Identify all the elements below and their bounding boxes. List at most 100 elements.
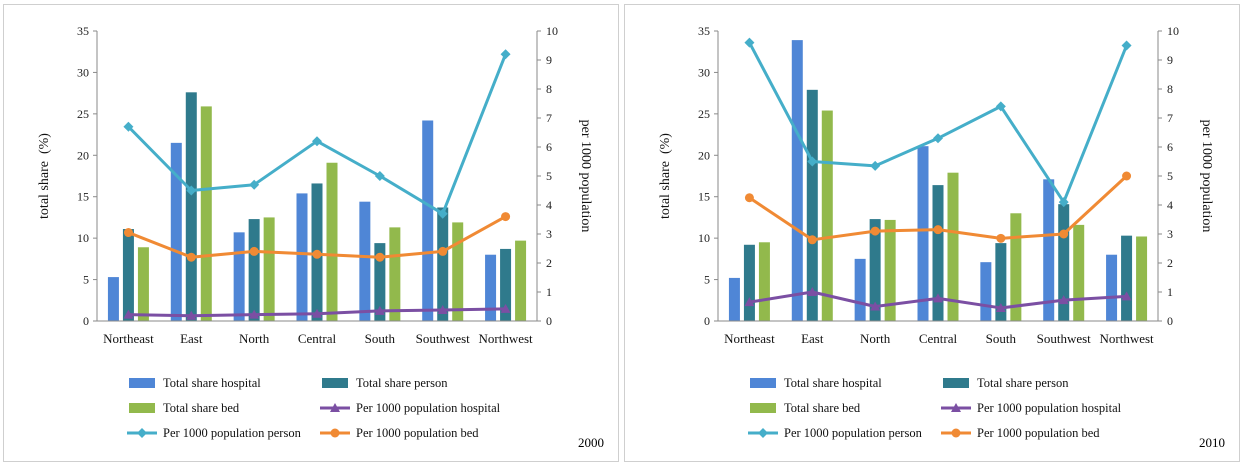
y-tick-label: 35 xyxy=(77,24,89,38)
y-tick-label: 5 xyxy=(704,273,710,287)
legend-label: Total share person xyxy=(977,376,1069,390)
series-point xyxy=(870,160,881,171)
series-point xyxy=(123,309,134,319)
bar xyxy=(980,262,992,321)
y2-tick-label: 5 xyxy=(1167,169,1173,183)
bar xyxy=(869,219,881,321)
x-tick-label: Southwest xyxy=(416,331,471,346)
legend: Total share hospital Total share person To… xyxy=(748,376,1122,440)
y2-tick-label: 8 xyxy=(1167,82,1173,96)
y-tick-label: 25 xyxy=(77,107,89,121)
bar xyxy=(806,89,818,321)
bar xyxy=(248,219,260,321)
series-line xyxy=(748,41,1128,204)
y2-axis-label: per 1000 population xyxy=(578,120,593,233)
bar xyxy=(1136,236,1148,321)
bar xyxy=(422,120,434,321)
legend-label: Total share person xyxy=(356,376,448,390)
y2-tick-label: 8 xyxy=(546,82,552,96)
legend-label: Total share bed xyxy=(784,401,861,415)
x-tick-label: Southwest xyxy=(1037,331,1092,346)
bar xyxy=(185,92,197,321)
bar xyxy=(932,185,944,321)
y2-tick-label: 9 xyxy=(546,53,552,67)
legend-swatch xyxy=(750,403,776,413)
y-tick-label: 15 xyxy=(698,190,710,204)
series-point xyxy=(123,121,134,132)
x-tick-label: Northwest xyxy=(478,331,533,346)
y2-tick-label: 7 xyxy=(546,111,552,125)
bar xyxy=(263,217,275,321)
y-tick-label: 20 xyxy=(698,148,710,162)
bar xyxy=(200,106,212,322)
y2-tick-label: 2 xyxy=(546,256,552,270)
series-point xyxy=(1058,295,1069,305)
bar xyxy=(437,207,449,321)
bar xyxy=(728,277,740,321)
y-tick-label: 0 xyxy=(704,314,710,328)
bar xyxy=(758,242,770,321)
chart-svg-2000: 0 5 10 15 20 25 30 35 0 1 2 3 4 5 6 7 8 9 10 Northeast East N… xyxy=(37,24,604,450)
x-tick-label: South xyxy=(986,331,1017,346)
y-tick-label: 10 xyxy=(77,231,89,245)
bar xyxy=(1058,204,1070,321)
bar xyxy=(1073,224,1085,321)
legend-swatch xyxy=(750,378,776,388)
chart-svg-2010: 0 5 10 15 20 25 30 35 0 1 2 3 4 5 6 7 8 9 10 Northeast East N… xyxy=(658,24,1225,450)
series-point xyxy=(1122,171,1132,181)
y2-tick-label: 6 xyxy=(1167,140,1173,154)
x-tick-label: North xyxy=(239,331,270,346)
series-point xyxy=(744,297,755,307)
series-point xyxy=(1121,40,1132,51)
series-point xyxy=(312,308,322,318)
series-point xyxy=(249,309,260,319)
series-point xyxy=(870,301,881,311)
y2-tick-label: 4 xyxy=(546,198,552,212)
bar xyxy=(389,227,401,321)
chart-panel-2010: 0 5 10 15 20 25 30 35 0 1 2 3 4 5 6 7 8 9 10 Northeast East N… xyxy=(624,4,1240,462)
y-axis-label: total share (%) xyxy=(658,133,673,219)
series-point xyxy=(437,208,448,219)
y-tick-label: 35 xyxy=(698,24,710,38)
series-point xyxy=(933,293,943,303)
series-point xyxy=(375,252,385,262)
chart-panel-2000: 0 5 10 15 20 25 30 35 0 1 2 3 4 5 6 7 8 9 10 Northeast East N… xyxy=(3,4,619,462)
y-tick-label: 10 xyxy=(698,231,710,245)
legend-label: Per 1000 population hospital xyxy=(356,401,501,415)
series-point xyxy=(186,252,196,262)
y2-tick-label: 4 xyxy=(1167,198,1173,212)
bar xyxy=(359,201,371,321)
x-tick-label: Central xyxy=(298,331,337,346)
y2-tick-label: 9 xyxy=(1167,53,1173,67)
legend-label: Per 1000 population person xyxy=(784,426,923,440)
series-point xyxy=(312,136,322,147)
series-point xyxy=(1059,229,1069,239)
x-tick-label: East xyxy=(801,331,824,346)
legend-marker xyxy=(758,428,768,438)
series-point xyxy=(312,249,322,259)
legend-swatch xyxy=(129,378,155,388)
legend-marker xyxy=(951,403,961,412)
legend-swatch xyxy=(322,378,348,388)
bar xyxy=(884,219,896,321)
legend-marker xyxy=(137,428,147,438)
series-point xyxy=(996,233,1006,243)
series-point xyxy=(744,37,755,48)
series-point xyxy=(807,235,817,245)
legend-swatch xyxy=(943,378,969,388)
bar xyxy=(296,193,308,321)
series-point xyxy=(500,303,511,313)
y2-tick-label: 6 xyxy=(546,140,552,154)
x-tick-label: Northeast xyxy=(103,331,154,346)
series-point xyxy=(1058,197,1069,208)
y2-tick-label: 7 xyxy=(1167,111,1173,125)
y-tick-label: 20 xyxy=(77,148,89,162)
bar xyxy=(821,110,833,322)
series-point xyxy=(186,310,197,320)
bar xyxy=(515,240,527,321)
legend-label: Per 1000 population person xyxy=(163,426,302,440)
series-point xyxy=(744,193,754,203)
y-tick-label: 25 xyxy=(698,107,710,121)
bar xyxy=(326,162,338,321)
bar xyxy=(1121,235,1133,321)
